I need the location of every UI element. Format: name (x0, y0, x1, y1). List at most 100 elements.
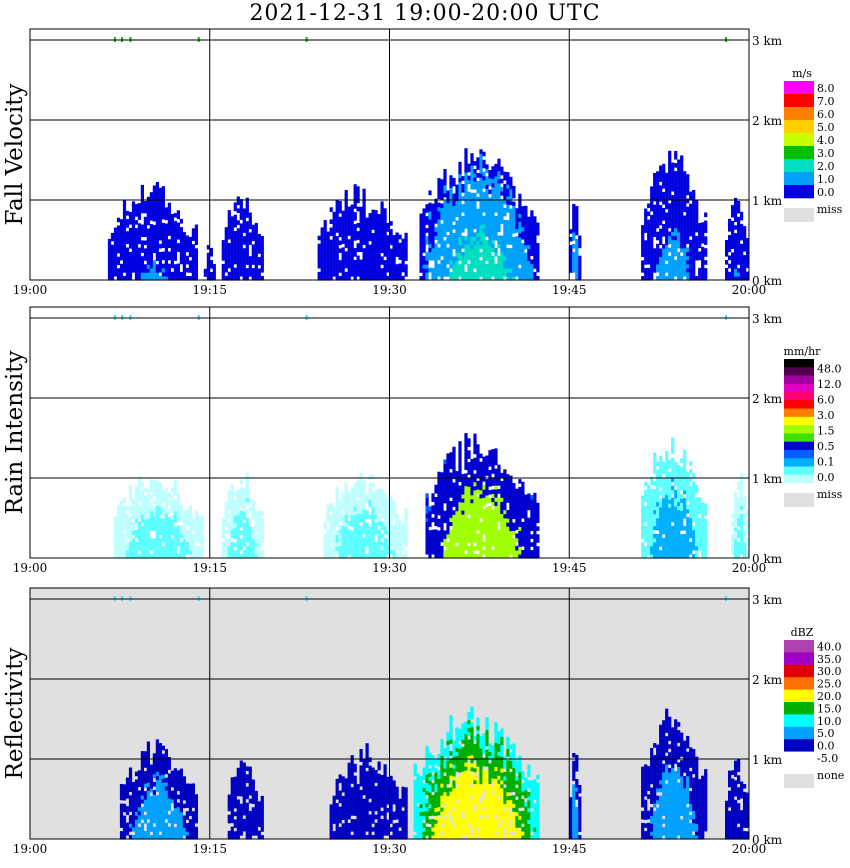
echo-cell (665, 244, 669, 249)
echo-cell (425, 509, 429, 514)
echo-cell (704, 550, 708, 555)
echo-cell (527, 220, 531, 226)
echo-cell (677, 263, 681, 269)
echo-cell (131, 248, 136, 254)
echo-cell (371, 221, 375, 226)
echo-cell (245, 497, 249, 502)
echo-cell (476, 460, 480, 466)
echo-cell (680, 195, 684, 201)
echo-cell (170, 515, 174, 520)
echo-cell (233, 534, 237, 540)
echo-cell (641, 511, 645, 516)
echo-cell (647, 247, 651, 253)
echo-cell (506, 474, 510, 479)
echo-cell (494, 216, 498, 221)
echo-cell (239, 522, 243, 528)
echo-cell (131, 530, 136, 535)
echo-cell (398, 550, 402, 555)
echo-cell (509, 546, 513, 551)
echo-cell (488, 173, 492, 179)
echo-cell (470, 184, 474, 190)
echo-cell (401, 247, 405, 252)
echo-cell (644, 513, 648, 519)
echo-cell (524, 276, 528, 281)
echo-cell (338, 508, 342, 514)
echo-cell (386, 538, 390, 543)
echo-cell (392, 275, 396, 281)
echo-cell (647, 492, 651, 498)
echo-cell (575, 259, 579, 265)
echo-cell (533, 244, 537, 249)
echo-cell (338, 216, 342, 222)
echo-cell (146, 212, 150, 218)
echo-cell (500, 203, 504, 208)
echo-cell (503, 525, 507, 531)
echo-cell (356, 509, 360, 514)
echo-cell (344, 243, 348, 248)
echo-cell (260, 554, 264, 559)
echo-cell (479, 481, 483, 487)
echo-cell (731, 244, 735, 249)
echo-cell (332, 554, 336, 559)
echo-cell (158, 243, 162, 249)
echo-cell (107, 259, 112, 265)
echo-cell (662, 171, 666, 177)
echo-cell (476, 553, 480, 559)
echo-cell (362, 264, 366, 269)
plot-frame (29, 28, 750, 281)
echo-cell (110, 248, 115, 254)
echo-cell (404, 264, 408, 269)
echo-cell (362, 276, 366, 281)
echo-cell (389, 232, 393, 238)
echo-cell (371, 260, 375, 265)
echo-cell (674, 151, 678, 156)
echo-cell (422, 248, 426, 253)
echo-cell (131, 209, 136, 214)
echo-cell (644, 256, 648, 261)
echo-cell (425, 505, 429, 510)
echo-cell (347, 275, 351, 281)
echo-cell (668, 463, 672, 469)
echo-cell (158, 215, 162, 221)
echo-cell (494, 224, 498, 229)
echo-cell (353, 514, 357, 520)
echo-cell (359, 525, 363, 531)
echo-cell (461, 482, 465, 487)
echo-cell (683, 497, 687, 503)
echo-cell (497, 501, 501, 506)
echo-cell (110, 244, 115, 250)
echo-cell (359, 275, 363, 281)
echo-cell (680, 263, 684, 269)
echo-cell (731, 533, 735, 539)
echo-cell (521, 243, 525, 248)
echo-cell (167, 553, 171, 559)
echo-cell (689, 211, 693, 217)
echo-cell (533, 513, 537, 518)
echo-cell (353, 534, 357, 539)
echo-cell (455, 510, 459, 516)
echo-cell (173, 272, 177, 277)
echo-cell (224, 275, 228, 281)
echo-cell (257, 241, 261, 246)
echo-cell (359, 263, 363, 269)
echo-cell (653, 180, 657, 186)
echo-cell (176, 247, 180, 252)
echo-cell (110, 268, 115, 273)
echo-cell (170, 526, 174, 532)
echo-cell (488, 268, 492, 273)
echo-cell (680, 231, 684, 237)
echo-cell (383, 232, 387, 237)
echo-cell (530, 259, 534, 265)
echo-cell (647, 513, 651, 518)
echo-cell (347, 549, 351, 555)
echo-cell (470, 268, 474, 273)
echo-cell (458, 240, 462, 246)
echo-cell (122, 542, 127, 547)
echo-cell (161, 194, 165, 200)
echo-cell (335, 200, 339, 205)
echo-cell (164, 492, 168, 497)
echo-cell (659, 236, 663, 242)
echo-cell (164, 500, 168, 506)
echo-cell (176, 271, 180, 277)
